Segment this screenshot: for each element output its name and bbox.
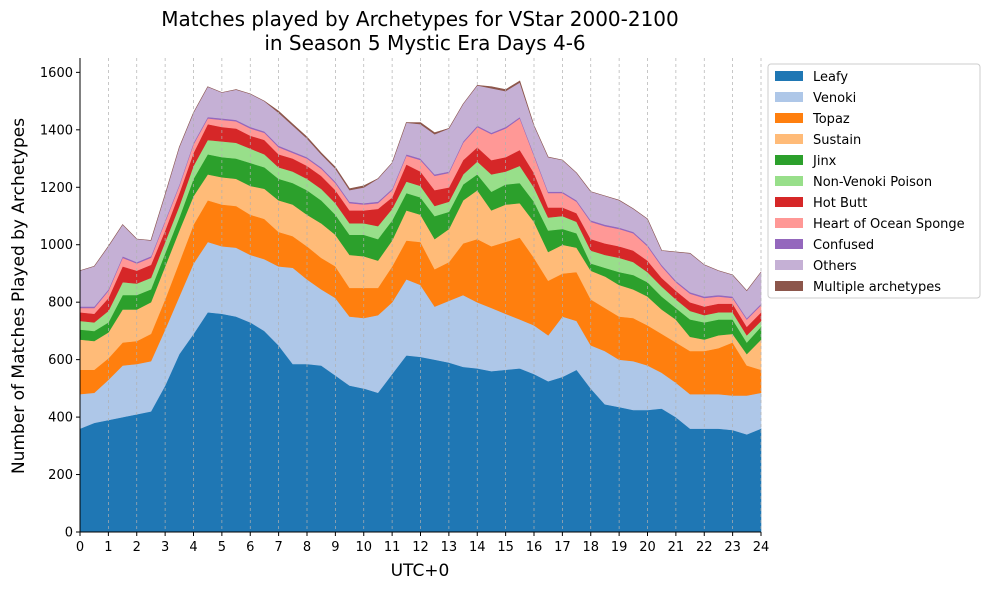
x-tick-label-0: 0	[76, 540, 84, 555]
x-tick-label-18: 18	[582, 540, 599, 555]
y-ticks: 0 200 400 600 800 1000 1200 1400 1600	[40, 66, 80, 541]
x-tick-label-7: 7	[274, 540, 282, 555]
legend-swatch-10	[775, 281, 803, 291]
y-tick-label-0: 0	[65, 526, 73, 541]
legend-label-5: Non-Venoki Poison	[813, 175, 932, 190]
chart-title-line-2: in Season 5 Mystic Era Days 4-6	[264, 31, 585, 55]
y-tick-label-7: 1400	[40, 123, 73, 138]
x-tick-label-16: 16	[526, 540, 543, 555]
legend-label-2: Topaz	[812, 112, 850, 127]
y-tick-label-5: 1000	[40, 238, 73, 253]
chart-title-line-1: Matches played by Archetypes for VStar 2…	[161, 7, 679, 31]
legend-swatch-1	[775, 92, 803, 102]
x-tick-label-3: 3	[161, 540, 169, 555]
legend-swatch-5	[775, 176, 803, 186]
x-tick-label-20: 20	[639, 540, 656, 555]
x-tick-label-22: 22	[696, 540, 713, 555]
x-axis-title: UTC+0	[391, 561, 450, 581]
legend-label-8: Confused	[813, 238, 874, 253]
legend-swatch-2	[775, 113, 803, 123]
legend-swatch-0	[775, 71, 803, 81]
x-tick-label-5: 5	[218, 540, 226, 555]
area-series-layer	[79, 80, 762, 533]
y-tick-label-2: 400	[48, 411, 73, 426]
y-axis-title: Number of Matches Played by Archetypes	[9, 118, 29, 474]
x-tick-label-11: 11	[384, 540, 401, 555]
legend-swatch-3	[775, 134, 803, 144]
x-tick-label-2: 2	[133, 540, 141, 555]
grid-lines	[79, 58, 762, 532]
x-tick-label-1: 1	[104, 540, 112, 555]
y-tick-label-4: 800	[48, 296, 73, 311]
legend-label-1: Venoki	[813, 91, 856, 106]
legend-swatch-8	[775, 239, 803, 249]
x-tick-label-21: 21	[668, 540, 685, 555]
legend-frame	[767, 63, 981, 299]
x-tick-label-10: 10	[355, 540, 372, 555]
x-tick-label-13: 13	[441, 540, 458, 555]
x-tick-label-8: 8	[303, 540, 311, 555]
legend-swatch-4	[775, 155, 803, 165]
x-tick-label-9: 9	[331, 540, 339, 555]
legend-label-10: Multiple archetypes	[813, 280, 941, 295]
legend-label-4: Jinx	[812, 154, 837, 169]
y-tick-label-8: 1600	[40, 66, 73, 81]
x-tick-label-4: 4	[189, 540, 197, 555]
legend-label-3: Sustain	[813, 133, 861, 148]
y-tick-label-1: 200	[48, 468, 73, 483]
x-tick-label-24: 24	[753, 540, 770, 555]
legend-swatch-9	[775, 260, 803, 270]
x-tick-label-19: 19	[611, 540, 628, 555]
legend-label-7: Heart of Ocean Sponge	[813, 217, 965, 232]
x-tick-label-12: 12	[412, 540, 429, 555]
legend-swatch-6	[775, 197, 803, 207]
x-tick-label-23: 23	[724, 540, 741, 555]
legend-swatch-7	[775, 218, 803, 228]
y-tick-label-3: 600	[48, 353, 73, 368]
x-tick-label-6: 6	[246, 540, 254, 555]
x-tick-label-15: 15	[497, 540, 514, 555]
y-tick-label-6: 1200	[40, 181, 73, 196]
legend-label-6: Hot Butt	[813, 196, 867, 211]
x-tick-label-14: 14	[469, 540, 486, 555]
legend: Leafy Venoki Topaz Sustain Jinx Non-Venoki Po…	[767, 63, 981, 299]
legend-label-9: Others	[813, 259, 857, 274]
x-ticks: 0 1 2 3 4 5 6 7 8 9 10 11 12 13 14 15 16 17 18 19 20 21 22 23 24	[76, 532, 769, 555]
x-tick-label-17: 17	[554, 540, 571, 555]
legend-label-0: Leafy	[813, 70, 848, 85]
